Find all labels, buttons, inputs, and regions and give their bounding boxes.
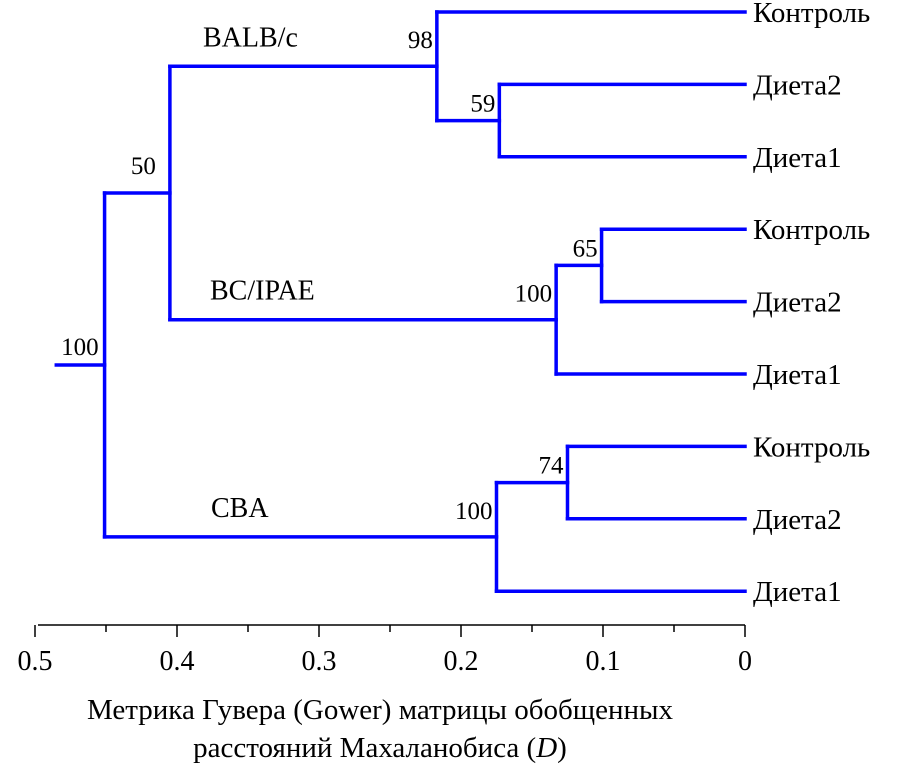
support-value-root: 100 (61, 334, 99, 361)
group-label-d2: CBA (211, 493, 269, 524)
leaf-label: Диета2 (753, 69, 842, 101)
x-axis-title-line1: Метрика Гувера (Gower) матрицы обобщенны… (87, 694, 674, 726)
support-value-d2: 100 (455, 498, 493, 525)
leaf-label: Диета1 (753, 359, 842, 391)
leaf-label: Контроль (753, 214, 870, 246)
group-label-c2: BC/IPAE (210, 276, 315, 307)
x-axis: 0.5 0.4 0.3 0.2 0.1 0 (18, 624, 752, 677)
group-label-b2: BALB/c (203, 22, 298, 53)
support-value-b2: 98 (408, 27, 433, 54)
support-value-c1: 65 (573, 235, 598, 262)
x-tick-label: 0.5 (18, 646, 53, 677)
x-tick-label: 0.4 (160, 646, 195, 677)
leaf-label: Диета2 (753, 287, 842, 319)
x-axis-title-line2: расстояний Махаланобиса (D) (193, 732, 567, 764)
dendrogram-branches (54, 10, 747, 593)
leaf-label: Диета1 (753, 142, 842, 174)
leaf-label: Контроль (753, 0, 870, 29)
x-tick-label: 0 (738, 646, 752, 677)
support-value-d1: 74 (539, 453, 565, 480)
support-value-c2: 100 (515, 281, 553, 308)
x-axis-title-variable: D (535, 732, 557, 764)
support-value-b1: 59 (470, 91, 495, 118)
x-tick-label: 0.2 (444, 646, 479, 677)
leaf-label: Диета1 (753, 576, 842, 608)
support-value-u: 50 (131, 153, 156, 180)
leaf-label: Контроль (753, 431, 870, 463)
leaf-label: Диета2 (753, 504, 842, 536)
x-axis-title-line2-prefix: расстояний Махаланобиса ( (193, 732, 536, 764)
dendrogram-labels: Контроль Диета2 Диета1 Контроль Диета2 Диета1… (61, 0, 870, 608)
x-tick-label: 0.3 (302, 646, 337, 677)
x-tick-label: 0.1 (586, 646, 621, 677)
x-axis-title-line2-suffix: ) (557, 732, 567, 764)
